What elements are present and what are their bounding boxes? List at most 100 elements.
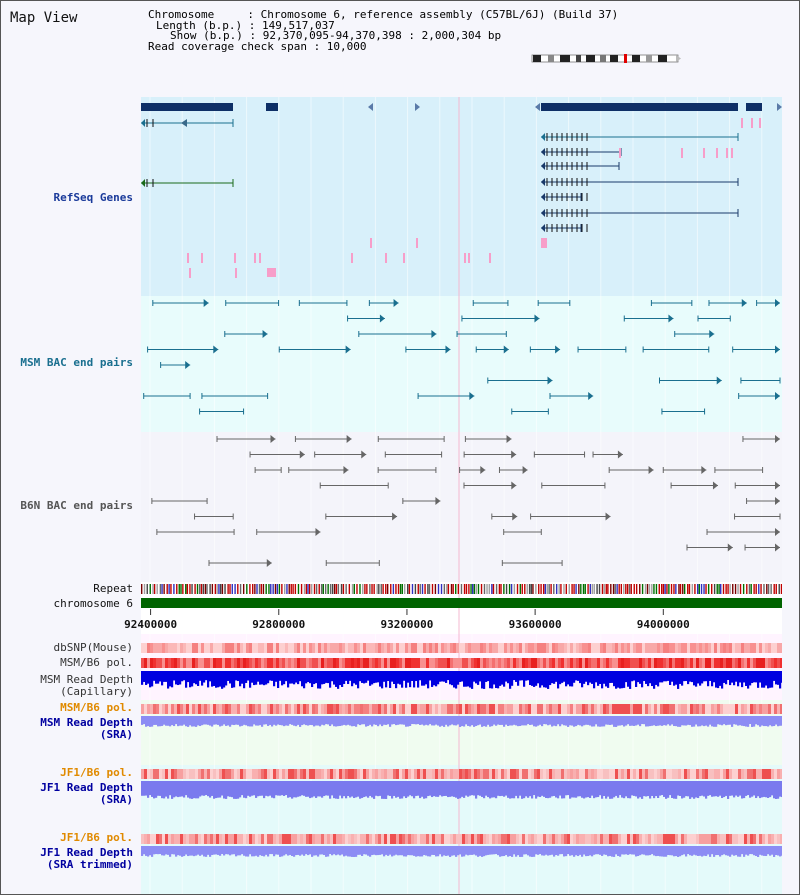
jf1-trim-depth-bar — [757, 846, 760, 857]
msm-capillary-depth-bar — [433, 671, 436, 686]
msm-capillary-depth-bar — [141, 671, 144, 685]
jf1-sra-depth-bar — [747, 781, 750, 796]
msm-capillary-depth-bar — [755, 671, 758, 683]
repeat-element — [180, 584, 182, 594]
dbsnp-cell — [183, 643, 187, 653]
jf1-trim-depth-bar — [647, 846, 650, 856]
msm-capillary-depth-bar — [627, 671, 630, 687]
pink-feature — [234, 253, 236, 263]
msm-sra-pol-cell — [582, 704, 586, 714]
msm-pol-cell — [648, 658, 652, 668]
msm-sra-depth-bar — [207, 716, 210, 725]
repeat-element — [173, 584, 175, 594]
genome-tracks[interactable] — [141, 97, 782, 894]
jf1-sra-depth-bar — [637, 781, 640, 799]
jf1-trim-depth-bar — [169, 846, 172, 857]
jf1-trim-depth-bar — [291, 846, 294, 856]
jf1-trim-depth-bar — [305, 846, 308, 855]
b6n-bac-pair-arrow — [605, 512, 611, 521]
jf1-sra-depth-bar — [201, 781, 204, 796]
jf1-trim-depth-bar — [539, 846, 542, 855]
refseq-genes-track[interactable] — [141, 103, 782, 278]
jf1-sra-depth-bar — [339, 781, 342, 796]
msm-sra-depth-bar — [205, 716, 208, 725]
jf1-sra-pol-cell — [240, 769, 244, 779]
msm-capillary-depth-bar — [559, 671, 562, 685]
jf1-trim-depth-bar — [359, 846, 362, 855]
jf1-sra-pol-cell — [579, 769, 583, 779]
msm-sra-pol-cell — [246, 704, 250, 714]
repeat-element — [170, 584, 172, 594]
chromosome-ideogram[interactable] — [530, 54, 681, 63]
msm-sra-pol-cell — [612, 704, 616, 714]
repeat-element — [694, 584, 696, 594]
jf1-trim-depth-bar — [485, 846, 488, 856]
msm-capillary-depth-bar — [661, 671, 664, 683]
dbsnp-cell — [396, 643, 400, 653]
msm-sra-depth-bar — [705, 716, 708, 726]
msm-sra-depth-bar — [321, 716, 324, 725]
repeat-element — [353, 584, 355, 594]
msm-sra-depth-bar — [503, 716, 506, 727]
repeat-element — [364, 584, 366, 594]
jf1-trim-pol-cell — [354, 834, 358, 844]
jf1-sra-pol-cell — [285, 769, 289, 779]
dbsnp-cell — [747, 643, 751, 653]
msm-capillary-depth-bar — [247, 671, 250, 681]
msm-sra-depth-bar — [301, 716, 304, 726]
msm-capillary-depth-bar — [385, 671, 388, 688]
msm-sra-pol-cell — [594, 704, 598, 714]
jf1-trim-depth-bar — [389, 846, 392, 855]
jf1-sra-depth-bar — [349, 781, 352, 798]
transcript-arrow — [181, 119, 187, 127]
msm-sra-depth-bar — [593, 716, 596, 727]
msm-capillary-depth-bar — [223, 671, 226, 688]
dbsnp-cell — [198, 643, 202, 653]
msm-sra-pol-cell — [702, 704, 706, 714]
repeat-element — [683, 584, 686, 594]
b6n-bac-track[interactable] — [151, 435, 781, 567]
msm-bac-pair-arrow — [469, 392, 475, 400]
msm-sra-pol-cell — [411, 704, 415, 714]
msm-capillary-depth-bar — [175, 671, 178, 685]
msm-sra-depth-bar — [429, 716, 432, 725]
jf1-sra-depth-bar — [669, 781, 672, 796]
msm-pol-cell — [576, 658, 580, 668]
msm-pol-cell — [204, 658, 208, 668]
jf1-sra-pol-cell — [564, 769, 568, 779]
msm-pol-cell — [723, 658, 727, 668]
repeat-element — [575, 584, 577, 594]
msm-bac-pair-arrow — [555, 345, 561, 354]
jf1-sra-pol-cell — [201, 769, 205, 779]
repeat-element — [202, 584, 205, 594]
jf1-sra-depth-bar — [693, 781, 696, 799]
jf1-trim-depth-bar — [333, 846, 336, 855]
msm-bac-pair-arrow — [588, 392, 594, 400]
jf1-trim-pol-cell — [441, 834, 445, 844]
jf1-sra-depth-bar — [345, 781, 348, 799]
msm-capillary-depth-bar — [703, 671, 706, 682]
msm-sra-pol-cell — [765, 704, 769, 714]
polymorphism-tracks[interactable] — [141, 643, 782, 844]
gene-arrow — [368, 103, 373, 111]
jf1-sra-depth-bar — [613, 781, 616, 798]
msm-capillary-depth-bar — [585, 671, 588, 682]
msm-bac-track[interactable] — [143, 299, 781, 415]
jf1-trim-pol-cell — [411, 834, 415, 844]
repeat-element — [260, 584, 263, 594]
msm-sra-pol-cell — [273, 704, 277, 714]
jf1-trim-depth-bar — [475, 846, 478, 856]
read-depth-tracks[interactable] — [141, 671, 782, 857]
msm-sra-pol-cell — [744, 704, 748, 714]
msm-capillary-depth-bar — [381, 671, 384, 689]
b6n-bac-pair-arrow — [361, 450, 367, 459]
jf1-trim-depth-bar — [431, 846, 434, 855]
msm-capillary-depth-bar — [231, 671, 234, 688]
jf1-sra-pol-cell — [753, 769, 757, 779]
repeat-track[interactable] — [141, 584, 782, 594]
jf1-trim-pol-cell — [420, 834, 424, 844]
jf1-sra-depth-bar — [713, 781, 716, 797]
jf1-trim-pol-cell — [780, 834, 782, 844]
repeat-element — [242, 584, 245, 594]
dbsnp-cell — [330, 643, 334, 653]
